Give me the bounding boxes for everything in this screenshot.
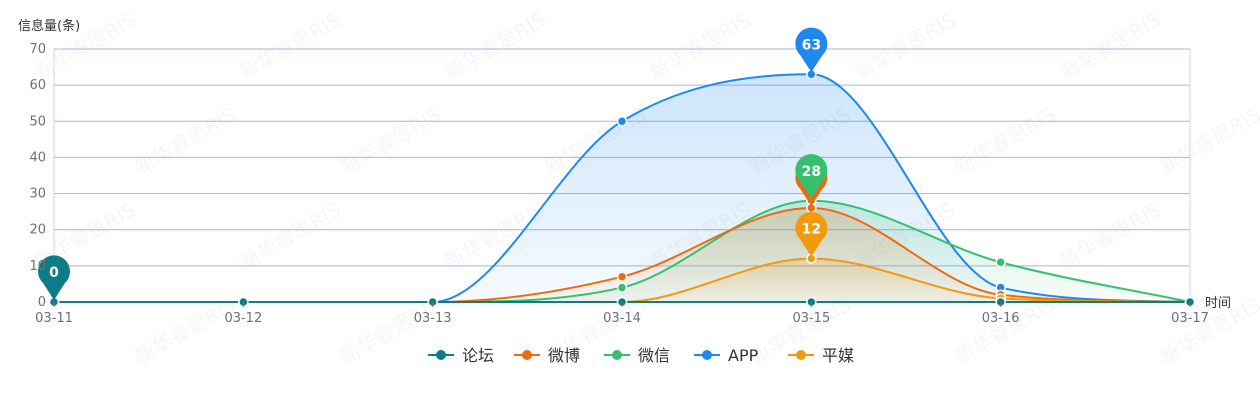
watermark-text: 新华睿思RIS — [336, 102, 445, 179]
data-point[interactable] — [616, 282, 628, 293]
data-point[interactable] — [616, 271, 628, 282]
y-tick-label: 50 — [29, 114, 46, 129]
watermark-text: 新华睿思RIS — [441, 7, 550, 84]
legend-label: 微博 — [548, 346, 580, 365]
y-tick-label: 20 — [29, 223, 46, 238]
legend-symbol — [796, 350, 806, 360]
legend-item[interactable]: 论坛 — [428, 346, 494, 365]
data-point[interactable] — [995, 256, 1006, 268]
legend-label: APP — [728, 346, 759, 365]
legend-label: 论坛 — [462, 346, 494, 365]
max-marker-pin: 0 — [37, 255, 70, 300]
y-axis-title: 信息量(条) — [18, 18, 80, 34]
x-tick-label: 03-12 — [224, 311, 262, 326]
x-tick-label: 03-16 — [982, 311, 1020, 326]
max-marker-pin: 28 — [795, 154, 828, 199]
watermark-text: 新华睿思RIS — [646, 7, 755, 84]
x-tick-label: 03-14 — [603, 311, 641, 326]
y-tick-label: 40 — [29, 150, 46, 165]
y-tick-label: 10 — [29, 259, 46, 274]
series-area — [54, 258, 1190, 302]
watermark-text: 新华睿思RIS — [131, 292, 240, 369]
watermark-text: 新华睿思RIS — [1156, 102, 1260, 179]
legend: 论坛 微博 微信 APP 平媒 — [428, 346, 854, 365]
watermark-text: 新华睿思RIS — [236, 7, 345, 84]
pin-value-label: 12 — [802, 222, 821, 238]
pin-shape — [37, 255, 70, 300]
watermark-text: 新华睿思RIS — [851, 7, 960, 84]
pin-value-label: 63 — [802, 37, 821, 53]
x-tick-label: 03-17 — [1171, 311, 1209, 326]
max-marker-pin: 12 — [795, 212, 828, 257]
y-tick-label: 30 — [29, 187, 46, 202]
legend-item[interactable]: 微信 — [604, 346, 670, 365]
y-tick-label: 60 — [29, 78, 46, 93]
pin-shape — [795, 212, 828, 257]
watermark-text: 新华睿思RIS — [1056, 197, 1165, 274]
x-axis-title: 时间 — [1205, 296, 1231, 311]
x-tick-label: 03-13 — [414, 311, 452, 326]
max-marker-pin: 63 — [795, 27, 828, 73]
legend-item[interactable]: 微博 — [514, 346, 580, 365]
legend-label: 平媒 — [822, 346, 854, 365]
x-tick-label: 03-15 — [792, 311, 830, 326]
legend-symbol — [612, 350, 622, 360]
watermark-text: 新华睿思RIS — [951, 102, 1060, 179]
pin-value-label: 0 — [49, 265, 59, 281]
pin-shape — [795, 154, 828, 199]
watermark-text: 新华睿思RIS — [1056, 7, 1165, 84]
legend-item[interactable]: 平媒 — [788, 346, 854, 365]
pin-value-label: 28 — [802, 164, 821, 180]
legend-label: 微信 — [638, 346, 670, 365]
x-tick-label: 03-11 — [35, 311, 73, 326]
legend-symbol — [702, 350, 712, 360]
legend-item[interactable]: APP — [694, 346, 759, 365]
legend-symbol — [436, 350, 446, 360]
watermark-text: 新华睿思RIS — [236, 197, 345, 274]
pin-shape — [795, 27, 828, 73]
legend-symbol — [522, 350, 532, 360]
max-markers: 0 28 12 63 — [37, 27, 828, 300]
data-point[interactable] — [616, 116, 628, 127]
y-tick-label: 70 — [29, 42, 46, 57]
y-tick-label: 0 — [38, 295, 46, 310]
watermark-text: 新华睿思RIS — [131, 102, 240, 179]
